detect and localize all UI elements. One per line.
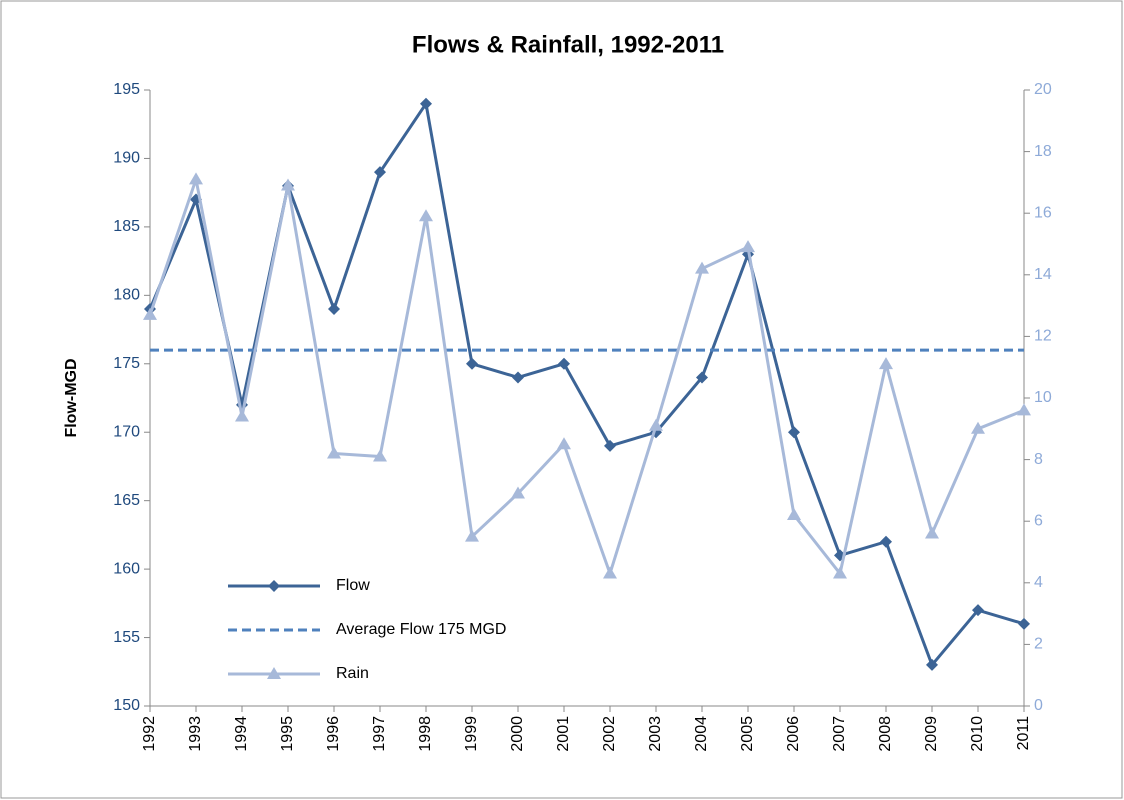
data-point (788, 426, 800, 439)
legend-marker (268, 580, 280, 592)
x-tick-label: 2007 (831, 716, 848, 752)
y2-tick-label: 0 (1034, 697, 1043, 714)
data-point (603, 566, 617, 579)
data-point (419, 209, 433, 222)
x-tick-label: 1997 (371, 716, 388, 752)
x-tick-label: 2004 (693, 716, 710, 752)
y-axis-title: Flow-MGD (63, 358, 80, 437)
data-point (281, 178, 295, 191)
x-tick-label: 1993 (187, 716, 204, 752)
x-tick-label: 2002 (601, 716, 618, 752)
series-line (148, 99, 1025, 668)
data-point (741, 240, 755, 253)
legend-marker (267, 667, 281, 679)
data-point (420, 97, 432, 110)
x-tick-label: 2010 (969, 716, 986, 752)
x-tick-label: 1996 (325, 716, 342, 752)
x-tick-label: 2003 (647, 716, 664, 752)
data-point (512, 371, 524, 384)
legend-label: Rain (336, 665, 369, 682)
y2-tick-label: 10 (1034, 389, 1052, 406)
data-point (925, 526, 939, 539)
data-point (1018, 617, 1030, 630)
data-point (649, 418, 663, 431)
y2-tick-label: 8 (1034, 451, 1043, 468)
y2-tick-label: 18 (1034, 143, 1052, 160)
x-tick-label: 1998 (417, 716, 434, 752)
data-point (143, 307, 157, 320)
x-tick-label: 2001 (555, 716, 572, 752)
chart-title: Flows & Rainfall, 1992-2011 (412, 31, 724, 58)
data-point (511, 486, 525, 499)
data-point (374, 166, 386, 179)
data-point (787, 508, 801, 521)
data-point (327, 446, 341, 459)
data-point (1017, 403, 1031, 416)
x-tick-label: 1992 (141, 716, 158, 752)
data-point (235, 409, 249, 422)
x-tick-label: 2009 (923, 716, 940, 752)
legend-label: Average Flow 175 MGD (336, 621, 506, 638)
y2-tick-label: 16 (1034, 204, 1052, 221)
x-tick-label: 1995 (279, 716, 296, 752)
data-point (926, 658, 938, 671)
data-point (465, 529, 479, 542)
y-tick-label: 190 (113, 150, 140, 167)
y2-tick-label: 2 (1034, 636, 1043, 653)
x-tick-label: 2011 (1015, 716, 1032, 751)
y2-tick-label: 6 (1034, 512, 1043, 529)
y-tick-label: 165 (113, 492, 140, 509)
data-point (557, 437, 571, 450)
data-point (373, 449, 387, 462)
data-point (972, 604, 984, 617)
data-point (695, 261, 709, 274)
data-point (833, 566, 847, 579)
data-point (328, 303, 340, 316)
data-point (880, 535, 892, 548)
data-point (189, 172, 203, 185)
data-point (879, 357, 893, 370)
y-tick-label: 180 (113, 287, 140, 304)
data-point (466, 357, 478, 370)
series-line (148, 173, 1025, 579)
data-point (604, 439, 616, 452)
x-tick-label: 2000 (509, 716, 526, 752)
y-tick-label: 155 (113, 629, 140, 646)
y2-tick-label: 4 (1034, 574, 1043, 591)
data-point (696, 371, 708, 384)
y2-tick-label: 12 (1034, 328, 1052, 345)
y-tick-label: 170 (113, 423, 140, 440)
y-tick-label: 175 (113, 355, 140, 372)
y-tick-label: 195 (113, 81, 140, 98)
x-tick-label: 2005 (739, 716, 756, 752)
y-tick-label: 185 (113, 218, 140, 235)
x-tick-label: 2006 (785, 716, 802, 752)
data-point (971, 421, 985, 434)
legend-label: Flow (336, 577, 370, 594)
data-point (558, 357, 570, 370)
x-tick-label: 2008 (877, 716, 894, 752)
y-tick-label: 160 (113, 560, 140, 577)
x-tick-label: 1999 (463, 716, 480, 752)
y2-tick-label: 20 (1034, 81, 1052, 98)
y2-tick-label: 14 (1034, 266, 1052, 283)
x-tick-label: 1994 (233, 716, 250, 752)
y-tick-label: 150 (113, 697, 140, 714)
